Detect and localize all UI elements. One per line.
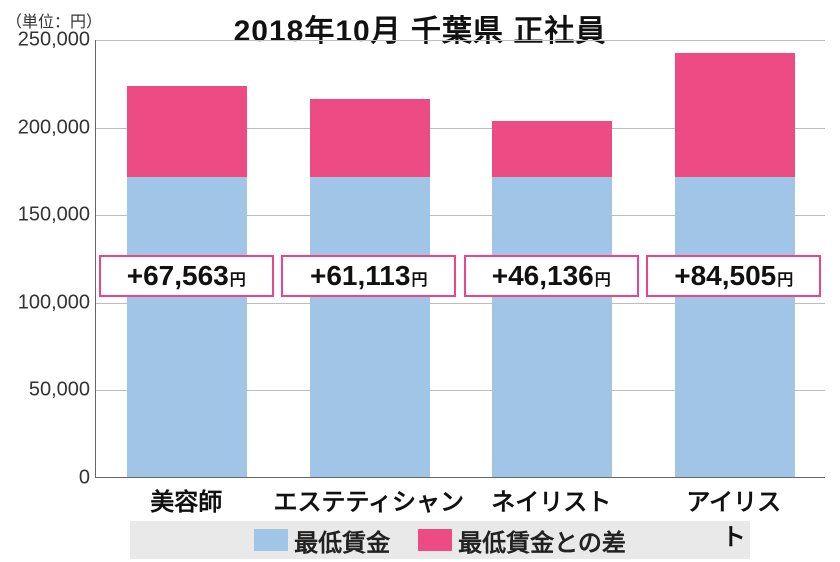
legend-item: 最低賃金との差 xyxy=(418,523,626,558)
value-callout: +84,505円 xyxy=(646,255,821,298)
gridline xyxy=(96,40,825,41)
bar-segment-base xyxy=(492,177,612,477)
x-tick-label: アイリスト xyxy=(681,482,787,552)
y-tick-label: 0 xyxy=(10,467,90,490)
y-tick-label: 100,000 xyxy=(10,291,90,314)
y-tick-label: 250,000 xyxy=(10,29,90,52)
legend-swatch xyxy=(254,529,288,551)
legend-item: 最低賃金 xyxy=(254,523,390,558)
bar-segment-diff xyxy=(675,53,795,177)
x-tick-label: ネイリスト xyxy=(491,482,611,517)
x-tick-label: エステティシャン xyxy=(273,482,464,517)
bar-segment-base xyxy=(310,177,430,477)
bar-segment-diff xyxy=(127,86,247,177)
bar-segment-diff xyxy=(492,121,612,177)
y-tick-label: 150,000 xyxy=(10,204,90,227)
value-callout: +61,113円 xyxy=(281,255,456,298)
y-tick-label: 50,000 xyxy=(10,379,90,402)
x-tick-label: 美容師 xyxy=(150,482,222,517)
value-callout: +67,563円 xyxy=(99,255,274,298)
bar-segment-base xyxy=(675,177,795,477)
bar-segment-base xyxy=(127,177,247,477)
value-callout: +46,136円 xyxy=(464,255,639,298)
bar-segment-diff xyxy=(310,99,430,178)
legend-label: 最低賃金との差 xyxy=(458,523,626,558)
legend-swatch xyxy=(418,529,452,551)
legend-label: 最低賃金 xyxy=(294,523,390,558)
y-tick-label: 200,000 xyxy=(10,116,90,139)
legend: 最低賃金 最低賃金との差 xyxy=(130,521,750,559)
